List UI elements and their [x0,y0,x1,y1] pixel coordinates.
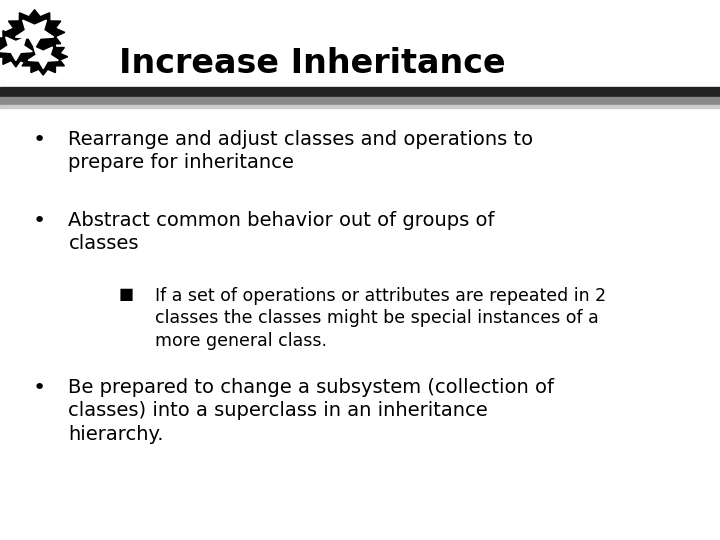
Bar [0,97,720,105]
Text: •: • [33,130,46,150]
Text: ■: ■ [118,287,134,302]
Polygon shape [28,47,58,69]
Text: If a set of operations or attributes are repeated in 2
classes the classes might: If a set of operations or attributes are… [155,287,606,350]
Text: Rearrange and adjust classes and operations to
prepare for inheritance: Rearrange and adjust classes and operati… [68,130,534,172]
Polygon shape [19,38,68,75]
Text: Increase Inheritance: Increase Inheritance [119,46,505,80]
Bar [0,105,720,108]
Polygon shape [4,10,65,55]
Text: Be prepared to change a subsystem (collection of
classes) into a superclass in a: Be prepared to change a subsystem (colle… [68,378,554,444]
Text: Abstract common behavior out of groups of
classes: Abstract common behavior out of groups o… [68,211,495,253]
Bar [0,87,720,96]
Text: •: • [33,211,46,231]
Polygon shape [0,37,32,60]
Polygon shape [0,28,42,67]
Text: •: • [33,378,46,398]
Polygon shape [15,20,54,48]
